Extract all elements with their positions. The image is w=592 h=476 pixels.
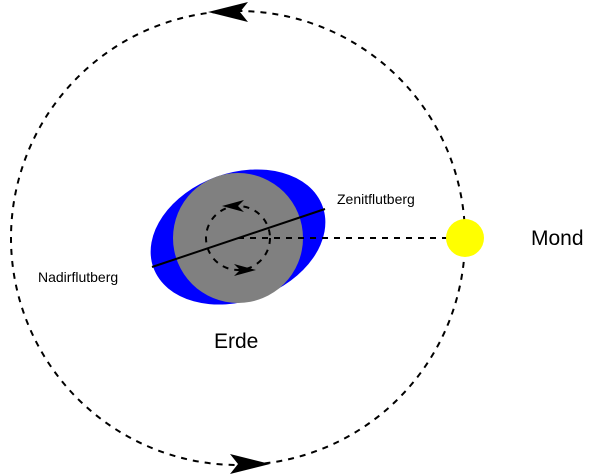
orbit-arrow-bottom-icon [230, 454, 270, 474]
bulge-axis-line [151, 208, 326, 268]
moon-disk [446, 219, 484, 257]
moon-label: Mond [531, 227, 584, 250]
rotation-arrow-bottom-icon [234, 264, 256, 276]
earth-rotation-circle [205, 205, 271, 271]
zenith-bulge-label: Zenitflutberg [337, 191, 415, 207]
nadir-bulge-label: Nadirflutberg [38, 269, 118, 285]
orbit-arrow-top-icon [208, 2, 248, 22]
rotation-arrow-top-icon [222, 200, 244, 212]
earth-label: Erde [214, 330, 258, 353]
